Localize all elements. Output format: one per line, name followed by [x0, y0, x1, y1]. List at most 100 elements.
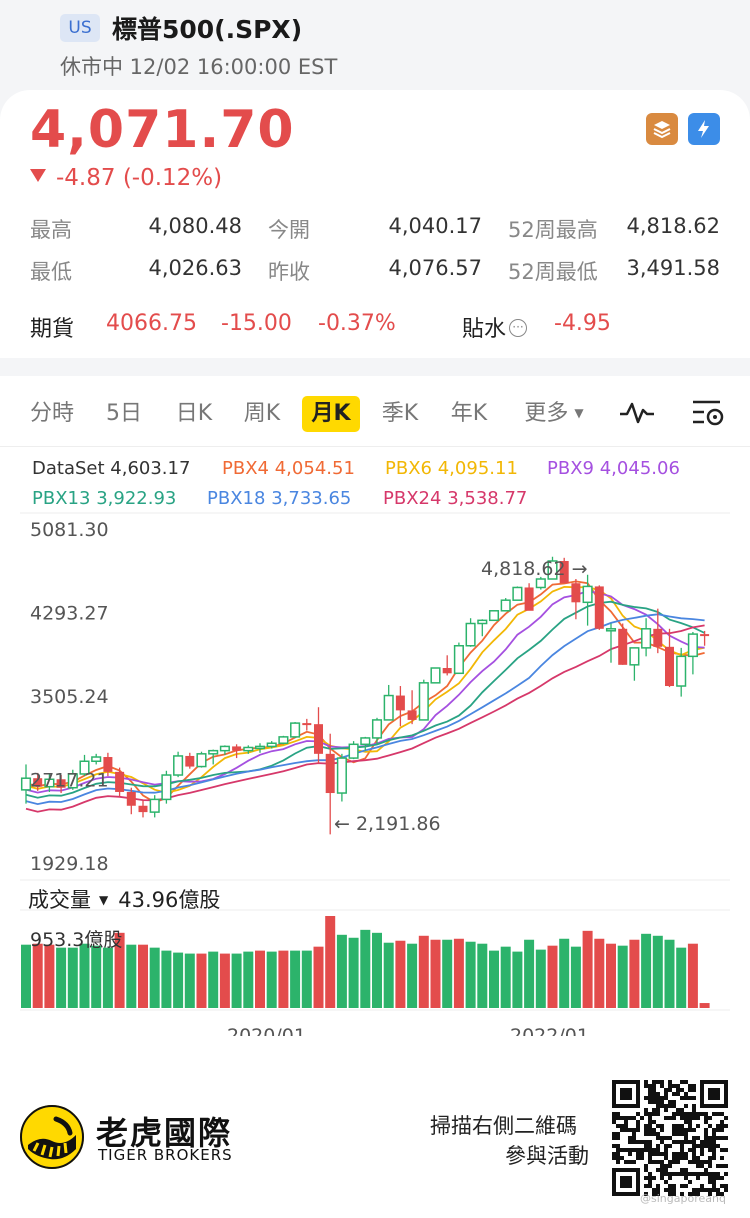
qr-module: [680, 1192, 684, 1196]
volume-dropdown-icon: ▼: [99, 893, 109, 907]
qr-module: [680, 1152, 684, 1156]
qr-module: [636, 1120, 640, 1124]
stat-label-high: 最高: [30, 218, 72, 242]
legend-dataset-name: DataSet: [32, 458, 105, 479]
qr-module: [644, 1124, 648, 1128]
legend-dataset-value: 4,603.17: [110, 458, 191, 479]
low-annotation: ← 2,191.86: [334, 813, 441, 835]
qr-module: [672, 1140, 676, 1144]
legend-pbx24-value: 3,538.77: [447, 488, 528, 509]
volume-total: 43.96億股: [118, 888, 221, 912]
qr-module: [648, 1116, 652, 1120]
lightning-icon[interactable]: [688, 113, 720, 145]
volume-bar: [325, 916, 336, 1008]
tab-more[interactable]: 更多 ▼: [514, 396, 594, 432]
price-chart[interactable]: 5081.30 4293.27 3505.24 2717.21 1929.18 4,818…: [0, 512, 750, 1042]
qr-module: [700, 1188, 704, 1192]
qr-module: [720, 1124, 724, 1128]
candle-body: [418, 682, 429, 721]
qr-module: [656, 1192, 660, 1196]
qr-module: [712, 1136, 716, 1140]
volume-bar: [570, 946, 581, 1008]
qr-module: [680, 1132, 684, 1136]
qr-module: [652, 1152, 656, 1156]
qr-module: [652, 1192, 656, 1196]
qr-module: [612, 1112, 616, 1116]
qr-module: [664, 1168, 668, 1172]
qr-module: [644, 1192, 648, 1196]
qr-module: [668, 1088, 672, 1092]
layers-icon[interactable]: [646, 113, 678, 145]
qr-module: [716, 1112, 720, 1116]
tab-monthly[interactable]: 月K: [302, 396, 360, 432]
qr-module: [664, 1108, 668, 1112]
qr-module: [684, 1104, 688, 1108]
watermark: @singaporeanq: [640, 1192, 726, 1205]
qr-module: [692, 1112, 696, 1116]
info-icon[interactable]: ···: [509, 319, 528, 337]
qr-module: [656, 1104, 660, 1108]
volume-bar: [102, 947, 113, 1008]
qr-module: [712, 1180, 716, 1184]
candle-body: [371, 719, 383, 739]
tab-intraday[interactable]: 分時: [29, 401, 74, 426]
volume-bar: [489, 950, 499, 1008]
stat-label-52w-low: 52周最低: [508, 260, 598, 284]
qr-module: [720, 1120, 724, 1124]
volume-bar: [32, 943, 43, 1008]
candle-body: [477, 619, 488, 625]
candle-body: [582, 585, 593, 604]
candle-body: [173, 755, 184, 776]
qr-module: [680, 1140, 684, 1144]
volume-bar: [219, 953, 230, 1008]
qr-module: [660, 1096, 664, 1100]
qr-module: [672, 1084, 676, 1088]
tab-quarterly[interactable]: 季K: [381, 401, 419, 426]
candle-body: [512, 586, 523, 601]
y-axis-label: 1929.18: [30, 853, 109, 875]
volume-bar: [67, 947, 78, 1008]
qr-module: [620, 1156, 624, 1160]
qr-module: [616, 1124, 620, 1128]
tab-daily[interactable]: 日K: [175, 401, 213, 426]
legend-pbx13-name: PBX13: [32, 488, 91, 509]
chart-settings-icon[interactable]: [690, 396, 726, 434]
tab-yearly[interactable]: 年K: [450, 401, 488, 426]
qr-module: [700, 1160, 704, 1164]
qr-module: [712, 1148, 716, 1152]
quote-card: [0, 90, 750, 358]
candle-body: [115, 771, 125, 792]
tab-5day[interactable]: 5日: [106, 401, 142, 426]
qr-module: [712, 1132, 716, 1136]
indicator-wave-icon[interactable]: [618, 398, 656, 432]
tab-weekly[interactable]: 周K: [243, 401, 281, 426]
basis-value: -4.95: [554, 311, 611, 336]
qr-module: [668, 1172, 672, 1176]
qr-module: [628, 1136, 632, 1140]
qr-module: [648, 1180, 652, 1184]
qr-module: [680, 1124, 684, 1128]
futures-label: 期貨: [30, 317, 75, 342]
qr-module: [716, 1164, 720, 1168]
qr-module: [708, 1160, 712, 1164]
qr-module: [704, 1136, 708, 1140]
qr-module: [680, 1116, 684, 1120]
qr-module: [680, 1184, 684, 1188]
qr-module: [688, 1084, 692, 1088]
qr-module: [676, 1088, 680, 1092]
qr-module: [664, 1092, 668, 1096]
qr-module: [720, 1148, 724, 1152]
qr-module: [668, 1176, 672, 1180]
volume-bar: [699, 1003, 710, 1008]
basis-label[interactable]: 貼水 ···: [462, 311, 528, 343]
volume-bar: [149, 947, 160, 1008]
qr-module: [652, 1084, 656, 1088]
candle-body: [687, 633, 698, 658]
qr-module: [708, 1140, 712, 1144]
qr-module: [720, 1112, 724, 1116]
qr-module: [672, 1156, 676, 1160]
volume-selector[interactable]: 成交量 ▼ 43.96億股: [28, 884, 220, 914]
qr-module: [656, 1092, 660, 1096]
qr-module: [724, 1188, 728, 1192]
qr-code[interactable]: [612, 1080, 728, 1196]
